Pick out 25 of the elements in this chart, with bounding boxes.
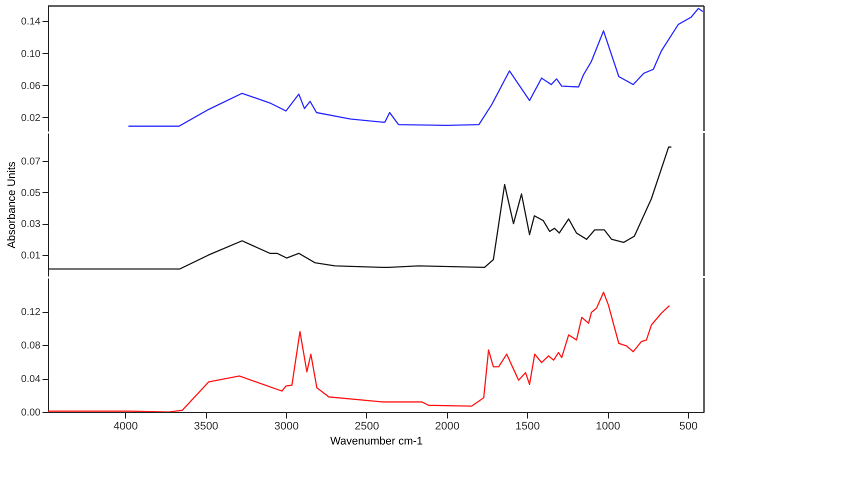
x-tick-label: 2000 [435, 420, 460, 432]
x-tick-label: 1000 [596, 420, 620, 432]
y-tick-label: 0.07 [21, 156, 41, 168]
line-series [48, 292, 670, 412]
x-tick-label: 3500 [194, 420, 218, 432]
y-axis-title: Absorbance Units [6, 161, 18, 248]
x-tick-label: 3000 [274, 420, 299, 432]
y-tick-label: 0.00 [21, 408, 41, 418]
x-tick-label: 2500 [354, 420, 380, 432]
x-axis-title: Wavenumber cm-1 [330, 436, 423, 448]
x-tick-label: 500 [679, 420, 698, 432]
y-tick-label: 0.12 [21, 307, 41, 318]
x-tick-label: 1500 [515, 420, 540, 432]
y-tick-label: 0.14 [21, 16, 41, 28]
y-tick-label: 0.08 [21, 340, 41, 352]
x-tick-label: 4000 [113, 420, 138, 432]
y-tick-label: 0.04 [21, 374, 41, 385]
y-tick-label: 0.05 [21, 188, 41, 199]
line-series [128, 8, 704, 127]
y-tick-label: 0.02 [21, 112, 41, 124]
y-tick-label: 0.01 [21, 250, 41, 262]
y-tick-label: 0.06 [21, 80, 41, 92]
y-tick-label: 0.03 [21, 219, 41, 230]
y-tick-label: 0.10 [21, 48, 41, 60]
line-series [48, 146, 672, 270]
